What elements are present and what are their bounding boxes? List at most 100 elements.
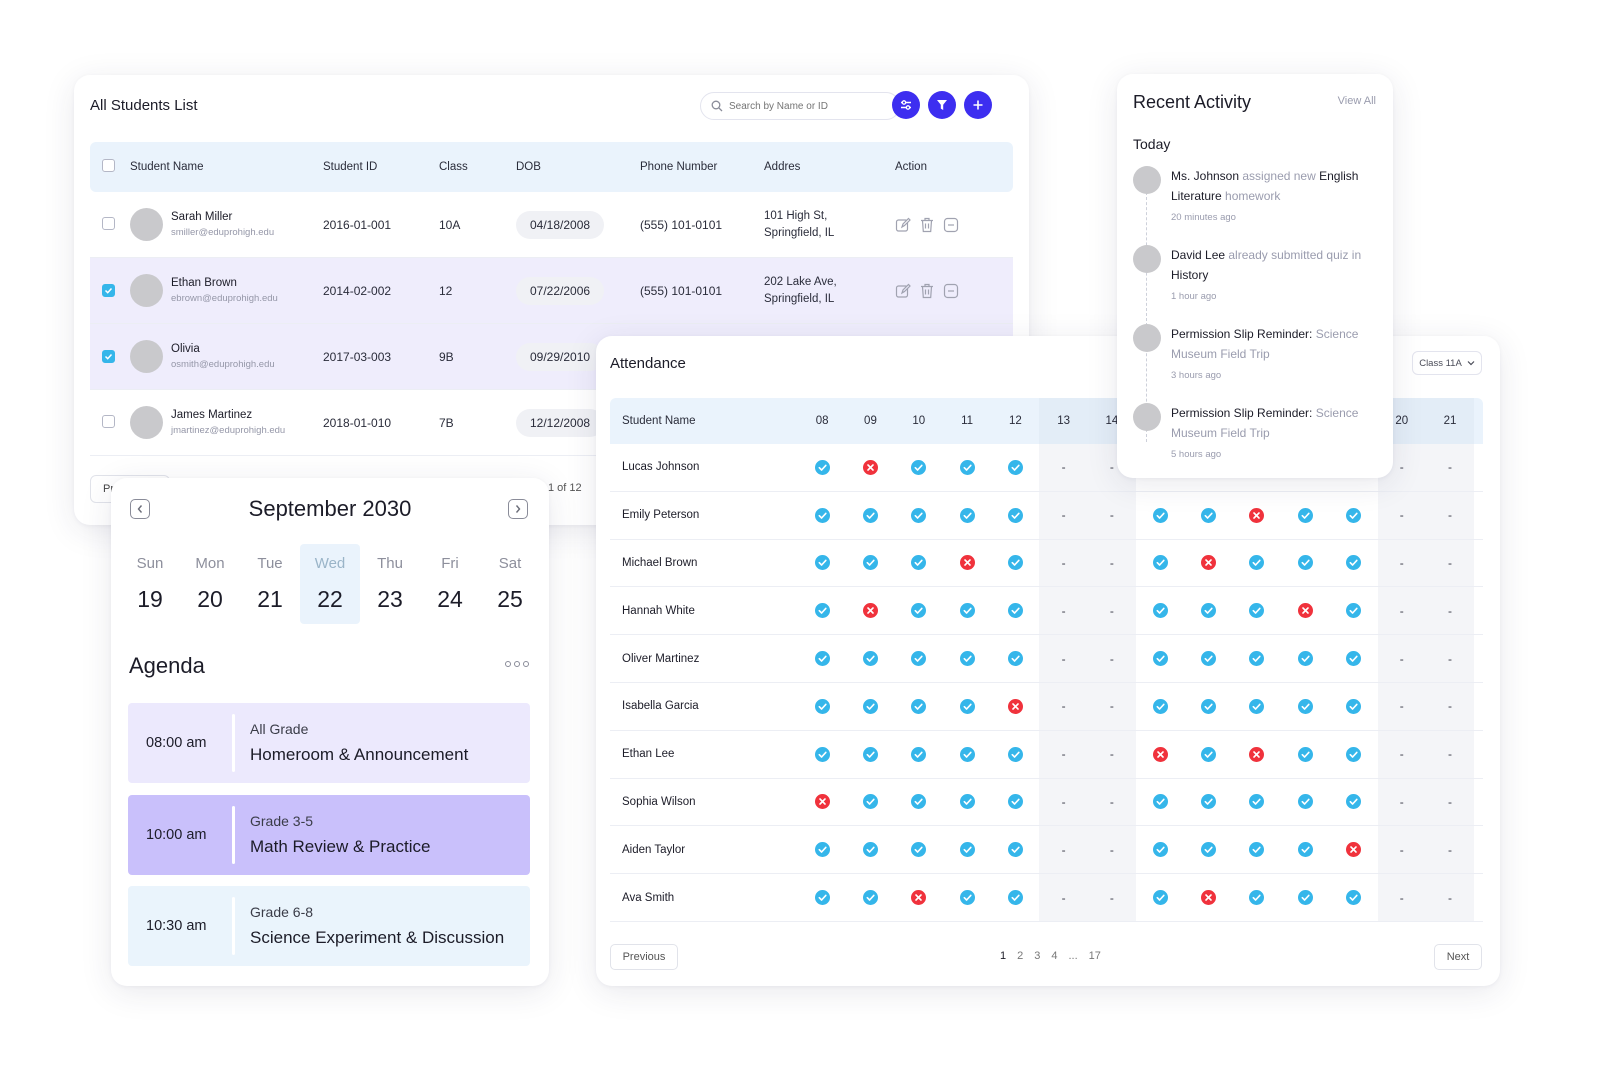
attendance-cell[interactable]: -: [1377, 635, 1426, 682]
attendance-cell[interactable]: [1184, 826, 1232, 873]
attendance-cell[interactable]: [1281, 587, 1329, 634]
attendance-cell[interactable]: -: [1425, 778, 1475, 826]
attendance-cell[interactable]: -: [1039, 778, 1088, 826]
attendance-cell[interactable]: -: [1087, 730, 1137, 778]
attendance-cell[interactable]: -: [1087, 587, 1137, 635]
attendance-cell[interactable]: [1329, 779, 1377, 826]
day-tue[interactable]: Tue 21: [240, 544, 300, 624]
attendance-cell[interactable]: [846, 444, 894, 491]
attendance-cell[interactable]: [798, 635, 846, 682]
attendance-cell[interactable]: [1281, 874, 1329, 921]
attendance-cell[interactable]: [846, 826, 894, 873]
attendance-cell[interactable]: [895, 779, 943, 826]
edit-icon[interactable]: [895, 217, 911, 233]
row-checkbox[interactable]: [102, 283, 115, 297]
attendance-cell[interactable]: -: [1425, 826, 1475, 874]
attendance-cell[interactable]: [846, 635, 894, 682]
attendance-row[interactable]: Ethan Lee - - - -: [610, 730, 1483, 779]
attendance-cell[interactable]: [1136, 779, 1184, 826]
more-icon[interactable]: [943, 283, 959, 299]
filter-settings-button[interactable]: [892, 91, 920, 119]
attendance-cell[interactable]: [895, 874, 943, 921]
agenda-item[interactable]: 10:00 am Grade 3-5 Math Review & Practic…: [128, 795, 530, 875]
attendance-cell[interactable]: [1184, 731, 1232, 778]
attendance-cell[interactable]: -: [1087, 539, 1137, 587]
attendance-cell[interactable]: -: [1087, 491, 1137, 539]
attendance-cell[interactable]: -: [1087, 826, 1137, 874]
activity-item[interactable]: Ms. Johnson assigned new English Literat…: [1133, 166, 1383, 223]
attendance-cell[interactable]: [1233, 587, 1281, 634]
attendance-cell[interactable]: [798, 826, 846, 873]
attendance-cell[interactable]: -: [1039, 587, 1088, 635]
table-row[interactable]: Olivia osmith@eduprohigh.edu 2017-03-003…: [90, 324, 1013, 390]
attendance-cell[interactable]: -: [1039, 874, 1088, 921]
attendance-cell[interactable]: [991, 587, 1039, 634]
attendance-cell[interactable]: [846, 587, 894, 634]
page-number[interactable]: 2: [1017, 950, 1024, 962]
page-number[interactable]: 1: [1000, 950, 1007, 962]
attendance-cell[interactable]: [798, 874, 846, 921]
attendance-cell[interactable]: [943, 492, 991, 539]
column-header[interactable]: Student Name: [130, 161, 204, 173]
day-sun[interactable]: Sun 19: [120, 544, 180, 624]
row-checkbox[interactable]: [102, 349, 115, 363]
attendance-row[interactable]: Emily Peterson - - - -: [610, 491, 1483, 540]
attendance-cell[interactable]: [846, 540, 894, 587]
view-all-link[interactable]: View All: [1337, 95, 1376, 107]
attendance-cell[interactable]: [1329, 683, 1377, 730]
attendance-cell[interactable]: -: [1377, 826, 1426, 874]
attendance-cell[interactable]: [1233, 683, 1281, 730]
column-header[interactable]: Addres: [764, 160, 801, 173]
attendance-cell[interactable]: -: [1039, 730, 1088, 778]
row-checkbox[interactable]: [102, 216, 115, 230]
attendance-cell[interactable]: -: [1425, 730, 1475, 778]
attendance-cell[interactable]: [1281, 683, 1329, 730]
attendance-row[interactable]: Aiden Taylor - - - -: [610, 826, 1483, 875]
attendance-cell[interactable]: [991, 540, 1039, 587]
attendance-row[interactable]: Ava Smith - - - -: [610, 874, 1483, 922]
attendance-cell[interactable]: -: [1087, 874, 1137, 921]
attendance-cell[interactable]: [798, 779, 846, 826]
attendance-cell[interactable]: [991, 826, 1039, 873]
attendance-cell[interactable]: [1329, 540, 1377, 587]
attendance-cell[interactable]: [798, 540, 846, 587]
attendance-cell[interactable]: [991, 492, 1039, 539]
attendance-cell[interactable]: [895, 540, 943, 587]
attendance-cell[interactable]: -: [1425, 635, 1475, 682]
attendance-cell[interactable]: [943, 683, 991, 730]
attendance-cell[interactable]: [1329, 492, 1377, 539]
more-icon[interactable]: [943, 217, 959, 233]
attendance-cell[interactable]: [1281, 779, 1329, 826]
attendance-cell[interactable]: [895, 683, 943, 730]
attendance-cell[interactable]: -: [1377, 491, 1426, 539]
edit-icon[interactable]: [895, 283, 911, 299]
search-input[interactable]: [729, 100, 889, 112]
attendance-cell[interactable]: [1233, 779, 1281, 826]
attendance-cell[interactable]: [1184, 492, 1232, 539]
attendance-cell[interactable]: [846, 492, 894, 539]
attendance-cell[interactable]: [798, 683, 846, 730]
attendance-cell[interactable]: [1136, 731, 1184, 778]
attendance-cell[interactable]: -: [1039, 826, 1088, 874]
attendance-cell[interactable]: [1136, 492, 1184, 539]
attendance-cell[interactable]: -: [1039, 444, 1088, 491]
activity-item[interactable]: David Lee already submitted quiz in Hist…: [1133, 245, 1383, 302]
attendance-cell[interactable]: [1281, 826, 1329, 873]
attendance-cell[interactable]: [943, 874, 991, 921]
attendance-cell[interactable]: -: [1425, 539, 1475, 587]
attendance-cell[interactable]: -: [1039, 539, 1088, 587]
table-row[interactable]: Sarah Miller smiller@eduprohigh.edu 2016…: [90, 192, 1013, 258]
select-all-checkbox[interactable]: [102, 159, 115, 172]
class-select[interactable]: Class 11A: [1412, 351, 1482, 375]
attendance-cell[interactable]: -: [1425, 874, 1475, 921]
attendance-cell[interactable]: -: [1377, 682, 1426, 730]
attendance-cell[interactable]: -: [1087, 635, 1137, 682]
attendance-cell[interactable]: [1184, 587, 1232, 634]
attendance-cell[interactable]: [1281, 540, 1329, 587]
attendance-cell[interactable]: [798, 587, 846, 634]
attendance-cell[interactable]: [1329, 635, 1377, 682]
attendance-cell[interactable]: [991, 779, 1039, 826]
attendance-cell[interactable]: -: [1377, 730, 1426, 778]
agenda-item[interactable]: 08:00 am All Grade Homeroom & Announceme…: [128, 703, 530, 783]
day-mon[interactable]: Mon 20: [180, 544, 240, 624]
